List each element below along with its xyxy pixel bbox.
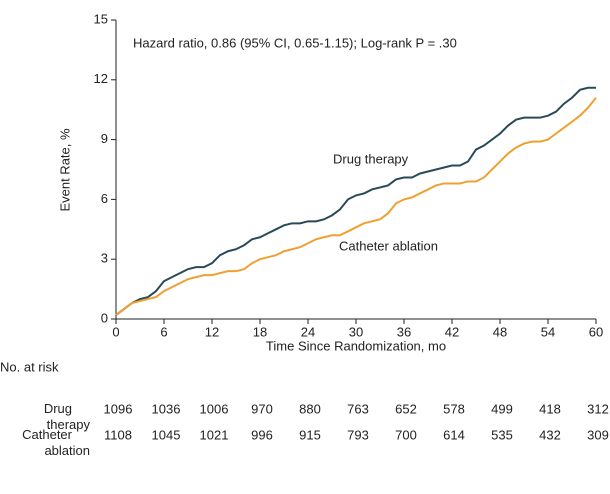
risk-value: 1036 — [152, 401, 181, 416]
y-tick-label: 12 — [94, 71, 108, 86]
y-tick-label: 3 — [101, 251, 108, 266]
risk-value: 1021 — [200, 427, 229, 442]
risk-value: 578 — [443, 401, 465, 416]
risk-value: 880 — [299, 401, 321, 416]
y-tick-label: 9 — [101, 131, 108, 146]
x-axis-label: Time Since Randomization, mo — [266, 338, 446, 353]
risk-value: 1108 — [104, 427, 132, 442]
risk-value: 312 — [587, 401, 609, 416]
series-label: Drug therapy — [333, 151, 409, 166]
risk-value: 1096 — [104, 401, 133, 416]
series-line — [115, 86, 596, 316]
risk-table-title: No. at risk — [0, 359, 59, 374]
annotation: Hazard ratio, 0.86 (95% CI, 0.65-1.15); … — [133, 35, 457, 50]
x-tick-label: 6 — [160, 324, 167, 339]
y-tick-label: 0 — [101, 310, 108, 325]
risk-value: 309 — [587, 427, 609, 442]
x-tick-label: 24 — [301, 324, 315, 339]
y-axis-label: Event Rate, % — [57, 128, 72, 212]
y-tick-label: 6 — [101, 191, 108, 206]
risk-value: 652 — [395, 401, 417, 416]
risk-value: 614 — [443, 427, 465, 442]
x-tick-label: 48 — [493, 324, 507, 339]
risk-value: 793 — [347, 427, 369, 442]
risk-value: 432 — [539, 427, 561, 442]
x-tick-label: 42 — [445, 324, 459, 339]
risk-value: 535 — [491, 427, 513, 442]
series-line — [115, 97, 597, 316]
risk-value: 970 — [251, 401, 273, 416]
risk-value: 418 — [539, 401, 561, 416]
risk-row-label: Catheter ablation — [22, 427, 90, 458]
risk-row-label: Drug therapy — [44, 401, 91, 432]
risk-value: 1006 — [200, 401, 229, 416]
y-tick-label: 15 — [94, 11, 108, 26]
x-tick-label: 30 — [349, 324, 363, 339]
risk-value: 996 — [251, 427, 273, 442]
risk-value: 915 — [299, 427, 321, 442]
x-tick-label: 12 — [205, 324, 219, 339]
risk-value: 763 — [347, 401, 369, 416]
x-tick-label: 36 — [397, 324, 411, 339]
risk-value: 1045 — [152, 427, 181, 442]
risk-value: 499 — [491, 401, 513, 416]
x-tick-label: 60 — [589, 324, 603, 339]
x-tick-label: 18 — [253, 324, 267, 339]
x-tick-label: 54 — [541, 324, 555, 339]
series-label: Catheter ablation — [339, 238, 438, 253]
risk-value: 700 — [395, 427, 417, 442]
x-tick-label: 0 — [112, 324, 119, 339]
